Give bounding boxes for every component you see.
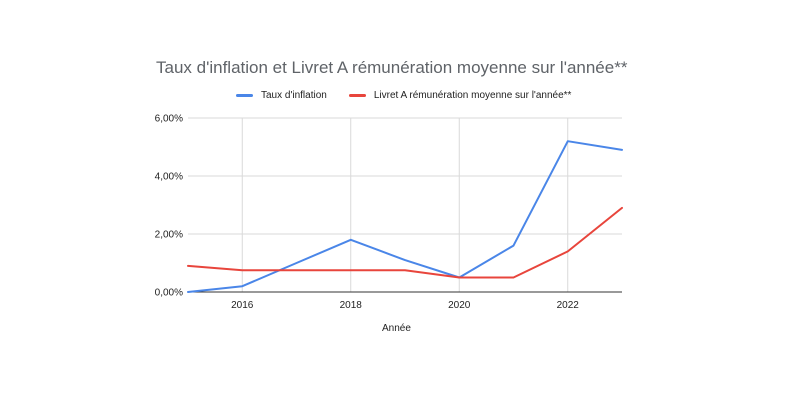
series-line-inflation [187,140,623,293]
y-tick-label: 6,00% [155,114,183,125]
legend-label-inflation: Taux d'inflation [261,89,327,101]
series-line-livret-a [187,206,623,279]
x-tick-label: 2020 [448,300,471,311]
legend-item-inflation: Taux d'inflation [236,90,327,101]
legend-swatch-livret-a [348,93,366,97]
legend: Taux d'inflation Livret A rémunération m… [236,87,593,103]
y-tick-label: 4,00% [155,172,183,183]
legend-label-livret-a: Livret A rémunération moyenne sur l'anné… [373,89,572,101]
x-tick-label: 2016 [231,300,254,311]
chart-title: Taux d'inflation et Livret A rémunératio… [156,58,628,77]
x-axis-label: Année [382,323,411,334]
y-tick-label: 0,00% [155,288,183,299]
x-tick-label: 2018 [340,300,363,311]
y-tick-label: 2,00% [155,230,183,241]
legend-item-livret-a: Livret A rémunération moyenne sur l'anné… [348,89,572,101]
x-tick-label: 2022 [557,300,580,311]
legend-swatch-inflation [236,93,253,97]
